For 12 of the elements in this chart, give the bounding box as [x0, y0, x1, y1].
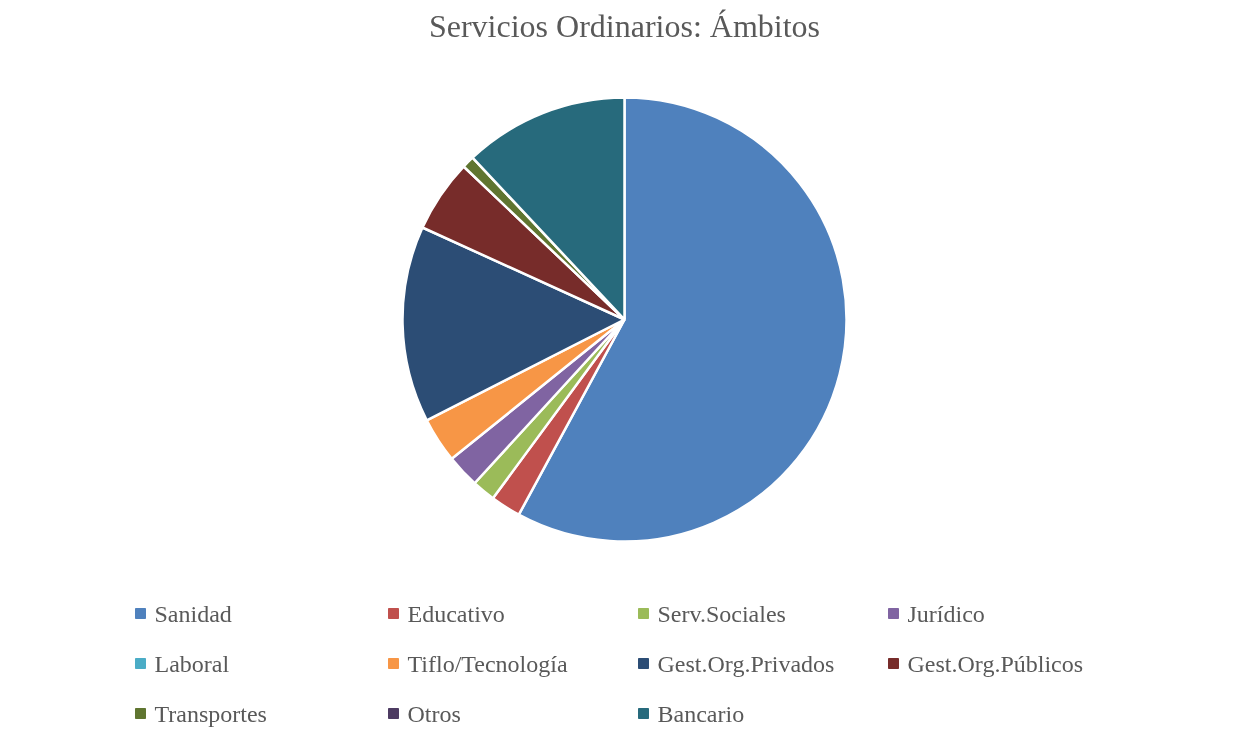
legend-label: Bancario [657, 700, 745, 727]
legend-label: Otros [407, 700, 461, 727]
legend-label: Laboral [154, 650, 230, 677]
chart-title: Servicios Ordinarios: Ámbitos [428, 7, 821, 44]
legend-label: Transportes [154, 700, 267, 727]
legend-label: Jurídico [907, 600, 985, 627]
legend-label: Gest.Org.Públicos [907, 650, 1084, 677]
legend-label: Educativo [407, 600, 505, 627]
legend-label: Gest.Org.Privados [657, 650, 835, 677]
legend-label: Tiflo/Tecnología [407, 650, 568, 677]
legend-label: Sanidad [154, 600, 232, 627]
legend-label: Serv.Sociales [657, 600, 786, 627]
